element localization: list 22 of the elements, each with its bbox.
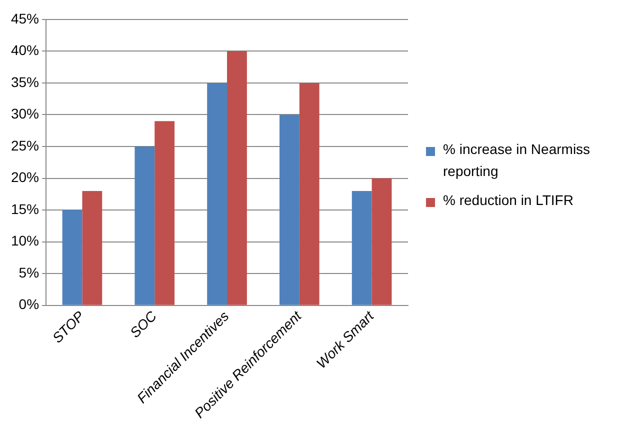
y-tick-label: 25% xyxy=(10,137,40,154)
bar xyxy=(154,121,175,305)
y-tick-label: 45% xyxy=(10,10,40,26)
bar xyxy=(134,146,155,305)
y-tick-label: 30% xyxy=(10,106,40,122)
bar xyxy=(62,210,82,305)
y-tick-label: 5% xyxy=(18,264,40,280)
y-tick-label: 0% xyxy=(18,296,40,312)
bar xyxy=(82,190,102,305)
bar xyxy=(207,82,228,305)
legend-label: % reduction in LTIFR xyxy=(443,190,574,210)
bar xyxy=(352,190,372,305)
y-tick-label: 35% xyxy=(10,74,40,90)
legend-label: % increase in Nearmiss reporting xyxy=(443,140,592,181)
bar xyxy=(299,82,320,305)
bar xyxy=(280,114,300,305)
y-tick-label: 15% xyxy=(10,200,40,217)
bar xyxy=(227,51,247,305)
y-tick-label: 10% xyxy=(10,232,40,249)
bar xyxy=(372,178,392,305)
y-tick-label: 40% xyxy=(10,42,40,58)
y-tick-label: 20% xyxy=(10,169,40,186)
